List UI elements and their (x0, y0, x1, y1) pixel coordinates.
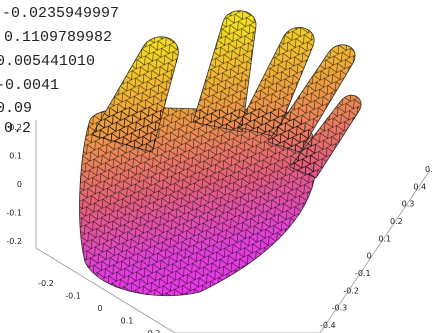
x-tick-label: -0.2 (38, 279, 54, 288)
overlay-number: -0.0235949997 (2, 5, 119, 22)
y-tick-label: 0 (367, 252, 372, 261)
y-tick-label: -0.2 (343, 286, 359, 295)
x-tick-label: 0 (97, 304, 102, 313)
y-tick-label: 0.4 (413, 182, 426, 191)
overlay-number: 0.1109789982 (4, 29, 112, 46)
x-tick-label: 0.1 (121, 317, 134, 326)
y-tick-label: -0.4 (320, 321, 336, 330)
z-tick-label: 0.2 (9, 123, 22, 132)
z-tick-label: -0.2 (6, 237, 22, 246)
overlay-number: 0.005441010 (0, 53, 95, 70)
overlay-number: -0.0041 (0, 77, 59, 94)
y-tick-label: -0.3 (332, 304, 348, 313)
x-tick-label: 0.2 (148, 329, 161, 333)
z-tick-label: 0 (17, 180, 22, 189)
y-tick-label: -0.1 (355, 269, 371, 278)
axes (35, 120, 431, 333)
y-tick-label: 0. (425, 165, 433, 174)
x-tick-label: -0.1 (65, 292, 81, 301)
z-tick-label: -0.1 (6, 209, 22, 218)
y-tick-label: 0.3 (402, 200, 415, 209)
overlay-number: 0.09 (0, 100, 32, 117)
hand-mesh (79, 10, 362, 297)
y-tick-label: 0.1 (378, 234, 391, 243)
z-tick-label: 0.1 (9, 152, 22, 161)
y-tick-label: 0.2 (390, 217, 403, 226)
overlay-number: 0.2 (4, 120, 31, 137)
